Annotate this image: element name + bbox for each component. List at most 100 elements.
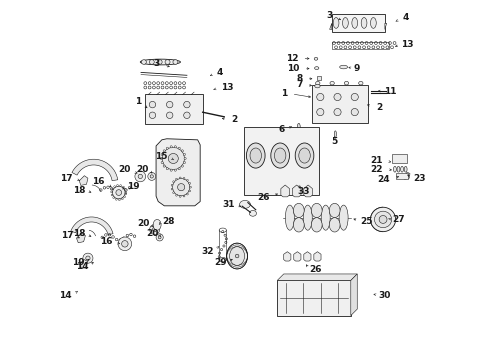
Ellipse shape [163, 165, 165, 167]
Ellipse shape [401, 166, 403, 172]
Text: 26: 26 [257, 193, 270, 202]
Ellipse shape [317, 108, 324, 116]
Ellipse shape [113, 186, 125, 199]
Ellipse shape [167, 112, 173, 118]
Ellipse shape [311, 218, 322, 232]
Ellipse shape [184, 112, 190, 118]
Polygon shape [284, 252, 291, 261]
Ellipse shape [343, 18, 348, 28]
Polygon shape [330, 23, 332, 30]
Ellipse shape [315, 67, 319, 69]
Polygon shape [351, 274, 357, 316]
Ellipse shape [149, 102, 156, 108]
Ellipse shape [334, 108, 341, 116]
Text: 31: 31 [222, 200, 235, 209]
Ellipse shape [166, 168, 169, 170]
Ellipse shape [187, 179, 188, 181]
Text: 21: 21 [370, 156, 383, 165]
Ellipse shape [177, 184, 185, 191]
Text: 26: 26 [310, 265, 322, 274]
Ellipse shape [157, 60, 162, 64]
Bar [145, 94, 203, 125]
Ellipse shape [274, 148, 286, 163]
Text: 11: 11 [384, 86, 396, 95]
Polygon shape [304, 185, 313, 197]
Ellipse shape [246, 143, 265, 168]
Text: 5: 5 [331, 138, 337, 147]
Text: 22: 22 [370, 165, 383, 174]
Ellipse shape [352, 18, 358, 28]
Ellipse shape [181, 165, 183, 167]
Bar [392, 154, 407, 163]
Polygon shape [281, 185, 290, 197]
Polygon shape [71, 217, 113, 235]
Bar [332, 41, 389, 49]
Text: 6: 6 [279, 125, 285, 134]
Ellipse shape [294, 218, 304, 232]
Ellipse shape [149, 60, 154, 64]
Ellipse shape [183, 195, 185, 197]
Ellipse shape [171, 184, 173, 186]
Bar [245, 127, 319, 195]
Ellipse shape [404, 166, 407, 172]
Ellipse shape [170, 169, 172, 171]
Ellipse shape [179, 195, 181, 197]
Ellipse shape [295, 143, 314, 168]
Ellipse shape [83, 253, 93, 263]
Polygon shape [294, 252, 301, 261]
Polygon shape [314, 252, 321, 261]
Ellipse shape [150, 175, 153, 178]
Text: 4: 4 [217, 68, 223, 77]
Text: 30: 30 [378, 291, 391, 300]
Polygon shape [277, 274, 357, 280]
Polygon shape [304, 252, 311, 261]
Ellipse shape [184, 157, 186, 159]
Ellipse shape [153, 220, 161, 230]
Ellipse shape [171, 188, 173, 190]
Ellipse shape [168, 153, 178, 163]
Ellipse shape [297, 123, 300, 131]
Text: 33: 33 [297, 187, 310, 196]
Text: 29: 29 [215, 258, 227, 267]
Polygon shape [76, 233, 85, 243]
Bar [277, 280, 351, 316]
Bar [332, 14, 385, 32]
Text: 14: 14 [76, 262, 89, 271]
Ellipse shape [175, 178, 177, 180]
Text: 23: 23 [413, 174, 425, 183]
Bar [396, 173, 408, 179]
Ellipse shape [303, 205, 312, 230]
Text: 18: 18 [73, 229, 85, 238]
Ellipse shape [230, 247, 245, 265]
Ellipse shape [374, 211, 392, 228]
Text: 17: 17 [60, 174, 73, 183]
Ellipse shape [361, 18, 367, 28]
Ellipse shape [187, 193, 188, 195]
Text: 20: 20 [136, 165, 148, 174]
Ellipse shape [235, 254, 239, 258]
Text: 20: 20 [119, 166, 131, 175]
Ellipse shape [161, 161, 163, 163]
Ellipse shape [183, 153, 186, 156]
Ellipse shape [339, 205, 348, 230]
Text: 3: 3 [327, 11, 333, 20]
Ellipse shape [172, 179, 190, 196]
Ellipse shape [294, 203, 304, 218]
Ellipse shape [116, 190, 122, 195]
Ellipse shape [311, 203, 322, 218]
Ellipse shape [173, 60, 178, 64]
Ellipse shape [316, 81, 320, 85]
Ellipse shape [181, 150, 183, 152]
Text: 13: 13 [220, 83, 233, 92]
Ellipse shape [370, 18, 376, 28]
Ellipse shape [148, 172, 156, 180]
Ellipse shape [152, 227, 157, 231]
Text: 7: 7 [296, 81, 302, 90]
Ellipse shape [340, 65, 347, 69]
Ellipse shape [178, 147, 180, 149]
Ellipse shape [351, 108, 358, 116]
Ellipse shape [227, 243, 247, 269]
Text: 16: 16 [100, 237, 112, 246]
Ellipse shape [250, 148, 262, 163]
Ellipse shape [285, 205, 294, 230]
